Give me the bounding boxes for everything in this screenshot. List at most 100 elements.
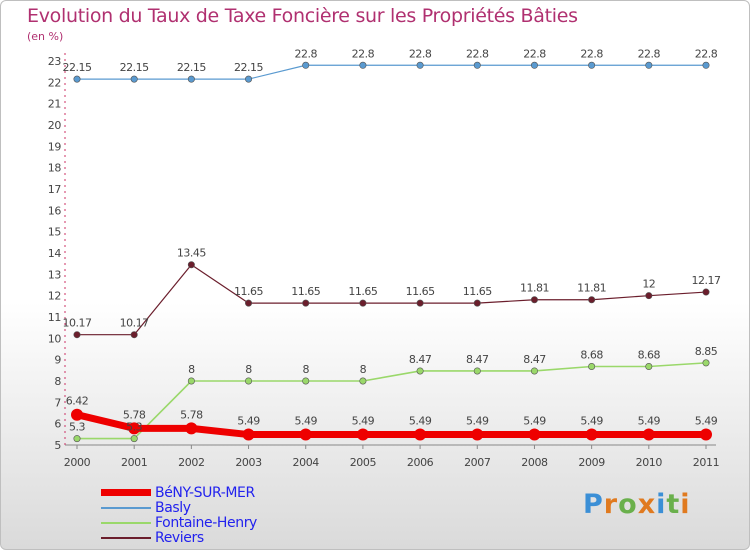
data-label: 5.3 xyxy=(126,421,142,434)
data-label: 8.47 xyxy=(523,353,546,366)
data-point xyxy=(530,61,538,69)
legend-swatch xyxy=(101,537,151,539)
data-point xyxy=(645,61,653,69)
chart-subtitle: (en %) xyxy=(27,30,64,43)
legend-swatch xyxy=(101,489,151,496)
chart-title: Evolution du Taux de Taxe Foncière sur l… xyxy=(27,5,578,27)
data-point xyxy=(473,367,481,375)
x-tick-label: 2001 xyxy=(121,456,147,469)
legend-label: BéNY-SUR-MER xyxy=(155,485,255,501)
data-point xyxy=(530,367,538,375)
data-point xyxy=(588,61,596,69)
data-label: 13.45 xyxy=(177,247,206,260)
data-point xyxy=(71,408,83,421)
legend-label: Basly xyxy=(155,500,191,516)
data-point xyxy=(416,367,424,375)
data-label: 8.68 xyxy=(580,348,603,361)
data-point xyxy=(73,75,81,83)
data-label: 22.8 xyxy=(523,47,546,60)
data-label: 11.65 xyxy=(406,285,435,298)
series-lines xyxy=(76,64,707,440)
data-point xyxy=(185,422,198,435)
data-point xyxy=(473,61,481,69)
data-label: 5.49 xyxy=(523,415,546,428)
x-tick-label: 2005 xyxy=(350,456,377,469)
chart-axes: 5 6 7 8 9 10 11 12 13 14 15 16 17 18 19 20 21 22 23 2000 200… xyxy=(48,53,720,469)
data-label: 8.85 xyxy=(695,345,718,358)
legend-label: Reviers xyxy=(155,530,204,546)
data-label: 11.81 xyxy=(577,282,606,295)
data-label: 11.65 xyxy=(463,285,492,298)
data-point xyxy=(530,296,538,304)
logo-letter: r xyxy=(603,489,619,520)
data-label: 5.78 xyxy=(123,408,146,421)
data-label: 8 xyxy=(360,363,367,376)
data-label: 8 xyxy=(245,363,252,376)
y-tick-label: 23 xyxy=(48,55,62,68)
x-tick-label: 2011 xyxy=(693,456,719,469)
data-label: 22.8 xyxy=(695,47,718,60)
y-tick-label: 7 xyxy=(54,396,61,409)
y-tick-label: 6 xyxy=(54,418,61,431)
data-point xyxy=(128,422,141,435)
data-point xyxy=(302,61,310,69)
data-point xyxy=(702,288,710,296)
data-label: 22.8 xyxy=(638,47,661,60)
data-point xyxy=(130,75,138,83)
data-label: 12 xyxy=(642,278,655,291)
data-label: 22.15 xyxy=(120,61,149,74)
data-point xyxy=(645,292,653,300)
x-tick-label: 2002 xyxy=(178,456,204,469)
x-tick-label: 2000 xyxy=(64,456,91,469)
data-label: 6.42 xyxy=(66,395,89,408)
y-tick-label: 15 xyxy=(48,226,62,239)
data-point xyxy=(356,428,369,441)
y-tick-label: 16 xyxy=(48,204,62,217)
data-label: 22.8 xyxy=(409,47,432,60)
data-label: 22.15 xyxy=(63,61,92,74)
data-point xyxy=(473,299,481,307)
data-label: 10.17 xyxy=(63,317,92,330)
data-label: 11.65 xyxy=(291,285,320,298)
data-point xyxy=(702,359,710,367)
x-tick-label: 2006 xyxy=(407,456,434,469)
data-label: 22.8 xyxy=(352,47,375,60)
data-labels: 22.15 22.15 22.15 22.15 22.8 22.8 22.8 22.8 22.8… xyxy=(63,47,722,434)
data-point xyxy=(588,362,596,370)
data-label: 8 xyxy=(188,363,195,376)
data-label: 11.65 xyxy=(234,285,263,298)
data-label: 8.68 xyxy=(638,348,661,361)
data-label: 8 xyxy=(302,363,309,376)
y-tick-label: 8 xyxy=(54,375,61,388)
data-point xyxy=(416,299,424,307)
data-point xyxy=(588,296,596,304)
data-label: 5.49 xyxy=(294,415,317,428)
x-tick-label: 2008 xyxy=(521,456,548,469)
data-label: 5.49 xyxy=(638,415,661,428)
data-point xyxy=(187,261,195,269)
logo-letter: i xyxy=(656,489,667,520)
data-point xyxy=(700,428,712,441)
data-point xyxy=(299,428,312,441)
data-point xyxy=(242,428,255,441)
x-tick-label: 2007 xyxy=(464,456,491,469)
y-tick-label: 14 xyxy=(48,247,62,260)
logo-letter: P xyxy=(583,489,604,520)
data-point xyxy=(359,377,367,385)
data-point xyxy=(359,299,367,307)
data-point xyxy=(471,428,484,441)
data-point xyxy=(585,428,598,441)
data-label: 22.15 xyxy=(177,61,206,74)
data-point xyxy=(130,331,138,339)
series-line-0 xyxy=(77,64,706,80)
series-line-1 xyxy=(77,264,707,336)
x-tick-label: 2010 xyxy=(636,456,663,469)
y-tick-label: 22 xyxy=(48,76,61,89)
y-tick-label: 10 xyxy=(48,332,62,345)
y-tick-label: 13 xyxy=(48,268,62,281)
y-tick-label: 9 xyxy=(54,354,61,367)
data-point xyxy=(702,61,710,69)
data-label: 8.47 xyxy=(409,353,432,366)
data-point xyxy=(245,299,253,307)
proxiti-logo: Proxiti xyxy=(583,489,691,520)
